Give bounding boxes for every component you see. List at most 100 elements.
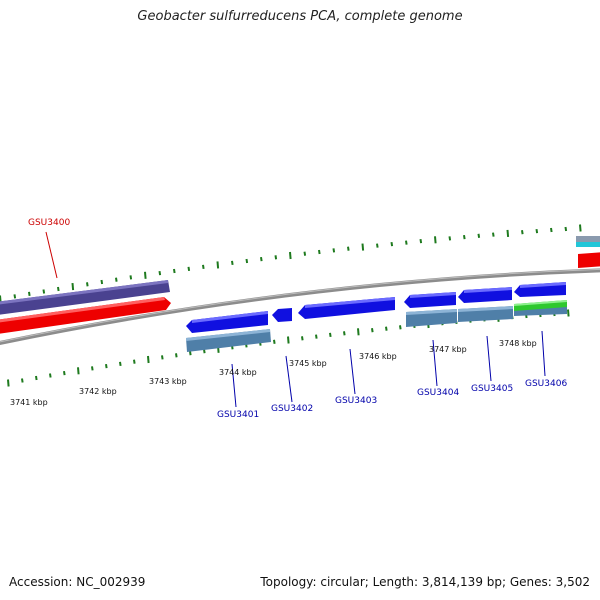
leader-gsu3403 [349,348,356,395]
gene-label-gsu3401: GSU3401 [217,410,259,420]
major-tick [506,229,510,237]
major-tick [287,336,290,344]
minor-tick [28,291,31,297]
minor-tick [274,255,278,260]
map-title: Geobacter sulfurreducens PCA, complete g… [137,9,463,24]
minor-tick [477,233,481,238]
leader-gsu3400 [45,231,58,279]
minor-tick [21,378,24,383]
minor-tick [187,266,191,272]
gene-gsu3400-red-arrow [0,297,171,334]
minor-tick [347,246,350,251]
minor-tick [390,241,394,247]
minor-tick [161,355,164,360]
minor-tick [231,260,234,266]
minor-tick [318,249,321,255]
minor-tick [260,256,263,262]
gene-label-gsu3403: GSU3403 [335,396,377,406]
cds-arrow-gsu3401 [186,311,268,333]
major-tick [7,379,10,387]
major-tick [77,367,80,375]
tick-label-3745: 3745 kbp [289,359,327,368]
minor-tick [329,332,332,338]
minor-tick [13,294,17,299]
minor-tick [100,279,104,285]
accession-text: Accession: NC_002939 [9,575,146,589]
tick-label-3743: 3743 kbp [149,377,187,386]
minor-tick [448,236,452,241]
minor-tick [175,353,178,358]
major-tick [361,243,365,251]
minor-tick [105,363,108,369]
major-tick [567,309,570,317]
leader-gsu3401 [231,363,237,408]
gene-gsu3400-purple-bar [0,280,170,315]
upper-tick-ruler [0,224,582,303]
minor-tick [463,234,466,240]
gene-label-gsu3404: GSU3404 [417,388,459,398]
minor-tick [535,228,539,234]
leader-gsu3404 [432,339,438,387]
leader-gsu3405 [486,335,492,382]
edge-feature-gray [576,236,600,242]
minor-tick [419,238,423,244]
minor-tick [42,289,46,294]
minor-tick [35,375,38,381]
minor-tick [133,359,136,364]
edge-feature-cyan [576,242,600,247]
cds-arrow-gsu3403 [298,297,395,319]
minor-tick [564,226,568,232]
minor-tick [315,334,318,339]
leader-gsu3406 [541,330,546,377]
major-tick [144,271,147,279]
major-tick [579,224,582,232]
minor-tick [129,275,133,280]
major-tick [147,355,150,364]
minor-tick [91,366,94,371]
minor-tick [405,240,408,245]
genome-summary-text: Topology: circular; Length: 3,814,139 bp… [260,575,590,589]
gene-label-gsu3405: GSU3405 [471,384,513,394]
minor-tick [49,373,52,378]
minor-tick [303,251,307,256]
major-tick [289,251,292,260]
major-tick [71,283,75,291]
major-tick [434,236,437,244]
major-tick [216,261,220,269]
minor-tick [371,328,374,333]
tick-label-3747: 3747 kbp [429,345,467,354]
minor-tick [376,243,379,248]
genome-backbone [0,268,600,345]
minor-tick [57,286,60,292]
minor-tick [343,331,346,336]
gene-bar-gsu3401 [186,329,271,352]
gene-label-gsu3400: GSU3400 [28,218,70,228]
minor-tick [245,258,249,264]
tick-label-3744: 3744 kbp [219,368,257,377]
minor-tick [273,339,276,344]
minor-tick [189,351,192,356]
gene-label-gsu3402: GSU3402 [271,404,313,414]
minor-tick [332,248,336,253]
minor-tick [492,232,495,237]
tick-label-3748: 3748 kbp [499,339,537,348]
edge-feature-red [578,252,600,268]
minor-tick [399,325,402,330]
minor-tick [86,282,89,287]
minor-tick [202,264,205,270]
leader-gsu3402 [285,355,293,403]
tick-label-3746: 3746 kbp [359,352,397,361]
minor-tick [173,268,176,274]
minor-tick [385,326,388,331]
tick-label-3742: 3742 kbp [79,387,117,396]
tick-label-3741: 3741 kbp [10,398,48,407]
gene-label-gsu3406: GSU3406 [525,379,567,389]
minor-tick [550,227,553,233]
minor-tick [63,370,66,376]
minor-tick [301,336,304,341]
minor-tick [115,277,118,282]
minor-tick [521,230,524,235]
minor-tick [119,361,122,367]
cds-arrow-gsu3402 [272,308,292,322]
